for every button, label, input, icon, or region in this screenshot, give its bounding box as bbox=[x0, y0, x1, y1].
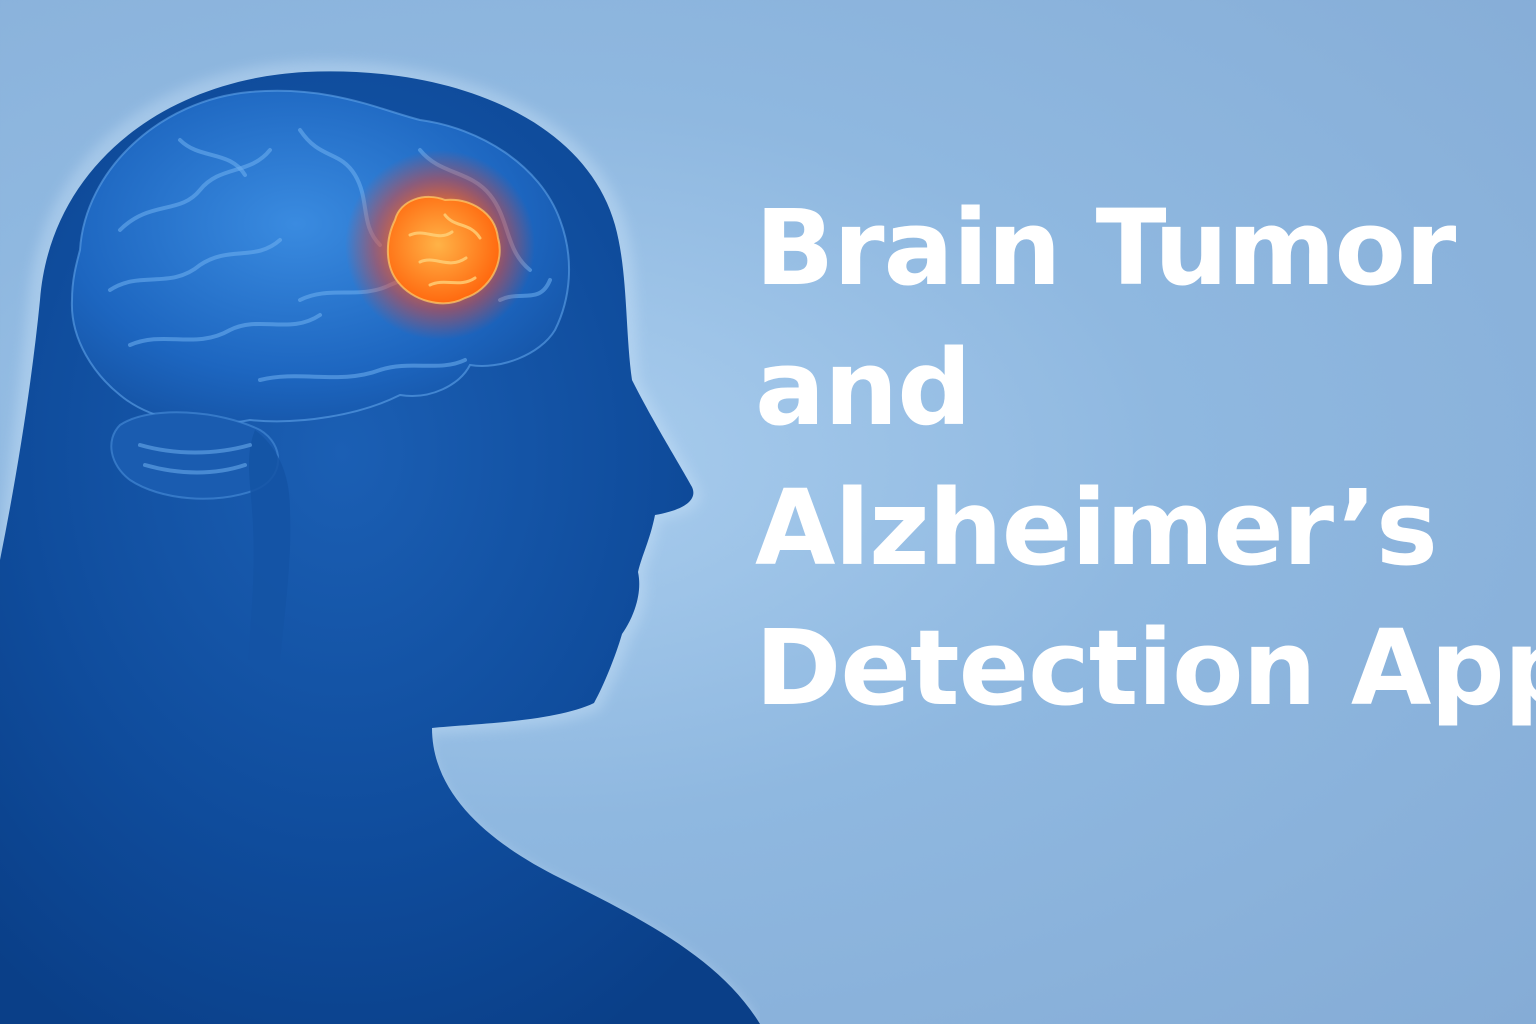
title-line-3: Alzheimer’s bbox=[755, 467, 1438, 589]
brain-stem bbox=[248, 430, 291, 660]
title-line-2: and bbox=[755, 327, 972, 449]
head-brain-illustration bbox=[0, 61, 760, 1024]
tumor-texture bbox=[408, 213, 482, 287]
tumor bbox=[386, 195, 501, 305]
title-line-1: Brain Tumor bbox=[755, 187, 1456, 309]
app-title: Brain Tumor and Alzheimer’s Detection Ap… bbox=[755, 178, 1536, 738]
title-line-4: Detection App bbox=[755, 607, 1536, 729]
